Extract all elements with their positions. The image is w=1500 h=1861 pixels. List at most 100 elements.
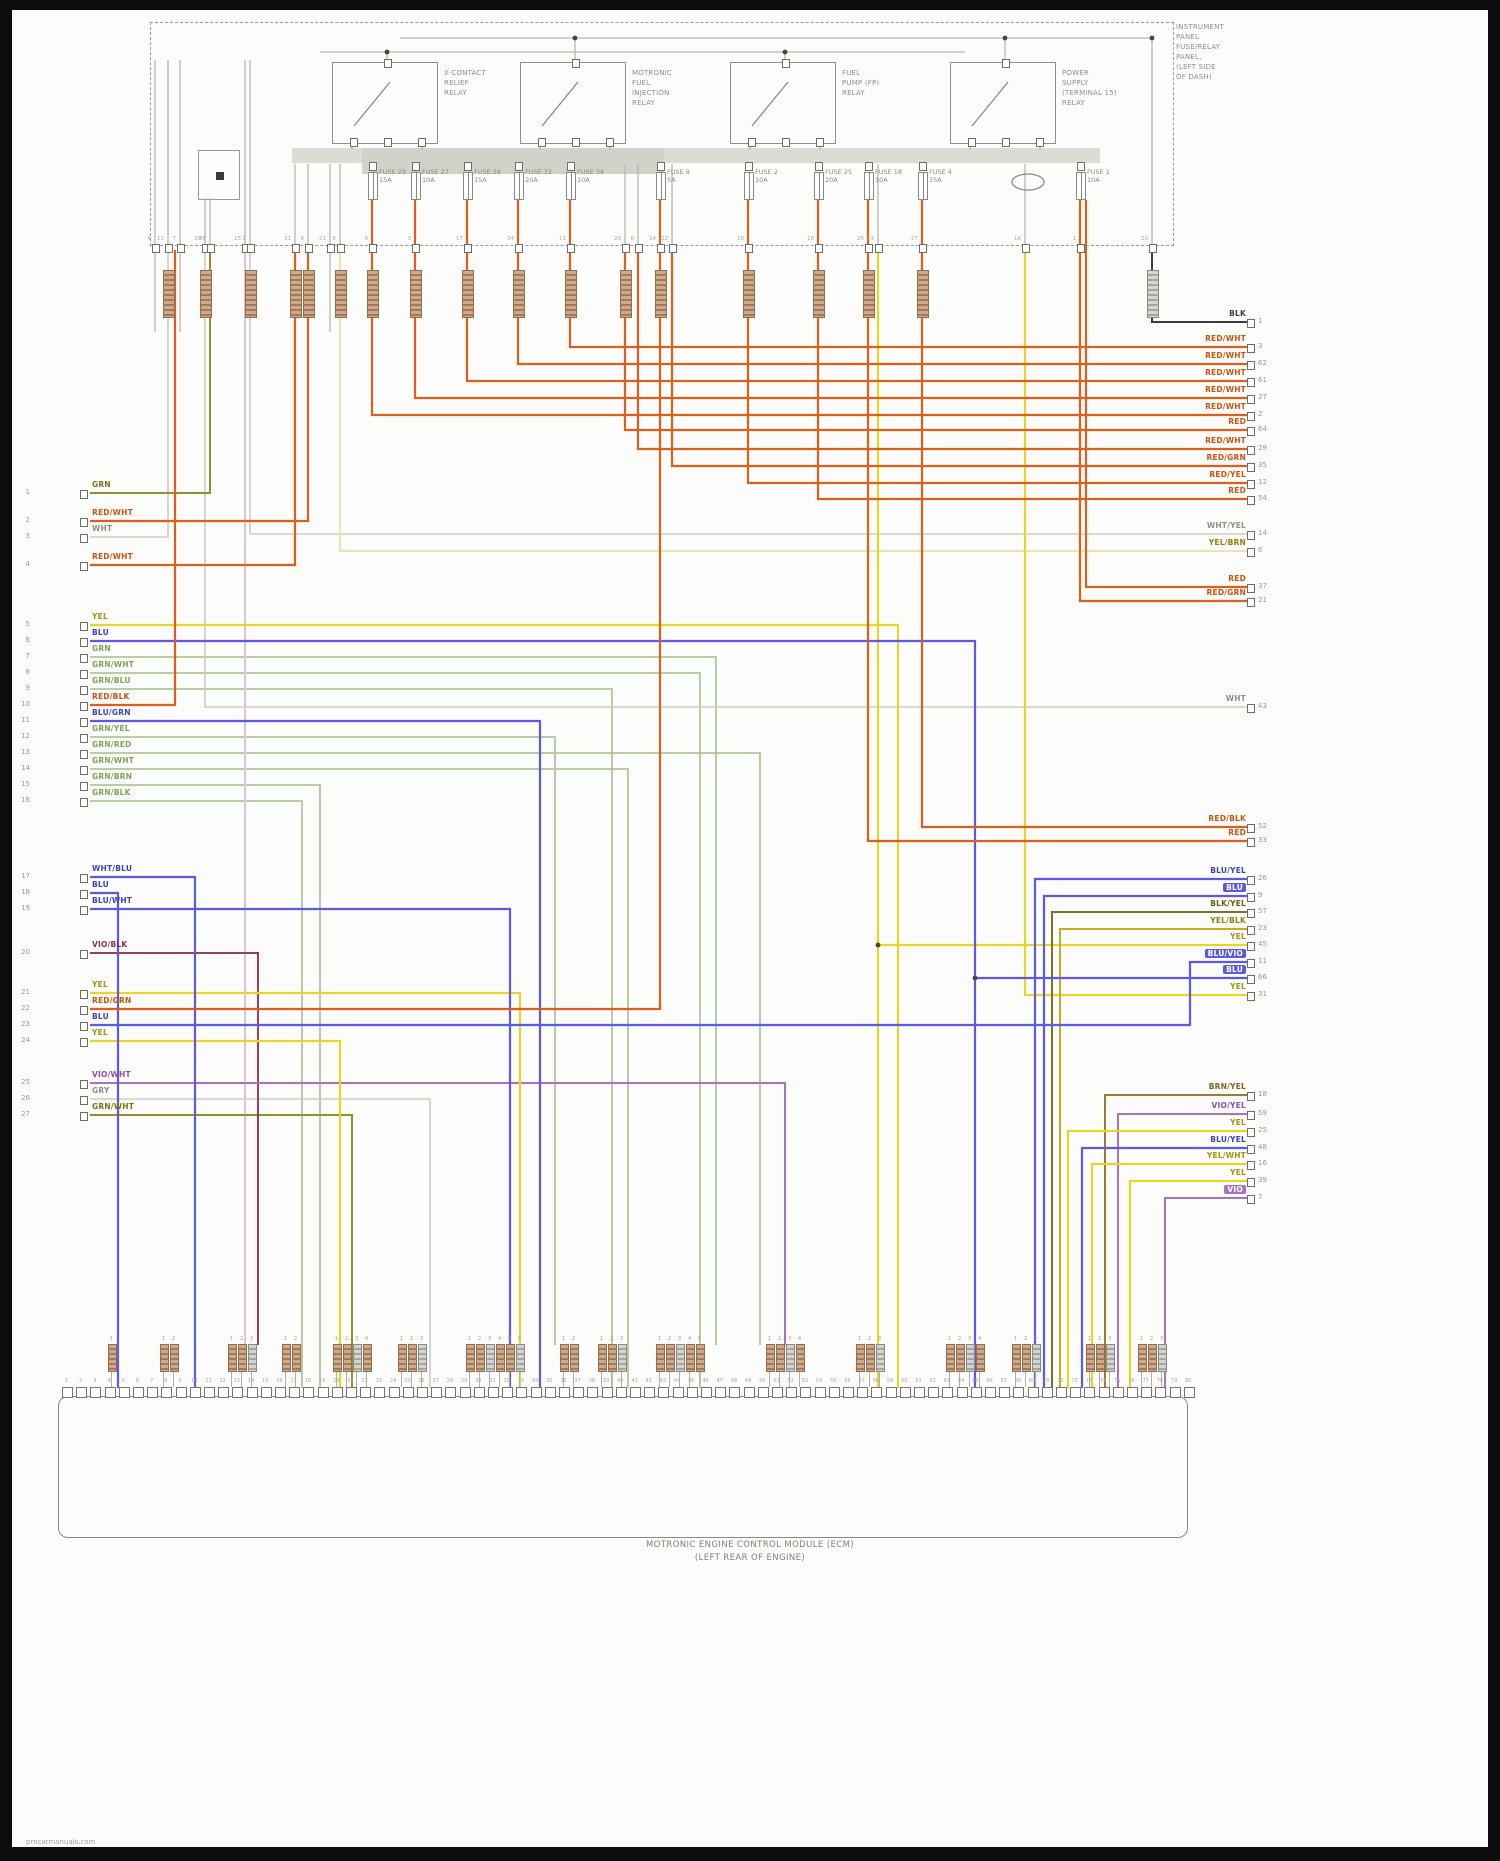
cluster-pin-number: 1 [857, 1336, 862, 1342]
right-pin [1247, 1092, 1255, 1101]
wire-paleyellow [339, 250, 1250, 552]
right-pin-label: YEL [1168, 932, 1246, 941]
bottom-cluster-pin [570, 1344, 579, 1372]
strip-pin [1141, 1387, 1153, 1398]
strip-pin-number: 35 [546, 1378, 553, 1384]
top-pin-number: 5 [332, 236, 337, 242]
left-pin-label: GRY [92, 1086, 110, 1095]
cluster-stub [479, 1370, 480, 1387]
wire-blue [90, 719, 542, 1388]
strip-pin-number: 30 [475, 1378, 482, 1384]
right-pin-label-text: RED [1228, 486, 1246, 495]
right-pin-label-text: YEL [1230, 982, 1246, 991]
strip-pin [189, 1387, 201, 1398]
bottom-cluster-pin [506, 1344, 515, 1372]
bottom-cluster-pin [608, 1344, 617, 1372]
strip-pin-number: 63 [943, 1378, 951, 1384]
cluster-pin-number: 1 [399, 1336, 404, 1342]
strip-pin [1098, 1387, 1110, 1398]
bottom-cluster-pin [476, 1344, 485, 1372]
right-pin-label-text: YEL [1230, 1118, 1246, 1127]
strip-pin-number: 25 [404, 1378, 411, 1384]
right-pin [1247, 704, 1255, 713]
fuse-label-6: FUSE 9 5A [667, 168, 690, 184]
strip-pin-number: 47 [716, 1378, 723, 1384]
strip-pin-number: 69 [1028, 1378, 1036, 1384]
wire-yellow [1090, 1162, 1250, 1388]
relay-box-3 [730, 62, 836, 144]
strip-pin-number: 1 [64, 1378, 69, 1384]
strip-pin-number: 14 [247, 1378, 255, 1384]
bottom-cluster-pin [238, 1344, 247, 1372]
bottom-cluster-pin [343, 1344, 352, 1372]
right-pin-label: VIO/YEL [1168, 1101, 1246, 1110]
right-pin-number: 2 [1258, 410, 1263, 418]
relay-label-line: PUMP (FP) [842, 79, 880, 87]
right-pin-label: BLK [1168, 309, 1246, 318]
left-pin [80, 1022, 88, 1031]
right-pin-label: YEL [1168, 1168, 1246, 1177]
bottom-cluster-pin [282, 1344, 291, 1372]
right-pin [1247, 992, 1255, 1001]
left-pin [80, 874, 88, 883]
strip-pin [757, 1387, 769, 1398]
top-pin-number: 14 [649, 236, 656, 242]
relay-label-line: RELAY [842, 89, 865, 97]
strip-pin [1041, 1387, 1053, 1398]
strip-pin [1013, 1387, 1025, 1398]
right-pin-label-text: WHT/YEL [1206, 521, 1246, 530]
cluster-stub [789, 1370, 790, 1387]
strip-pin-number: 15 [262, 1378, 269, 1384]
top-pin-number: 22 [661, 236, 668, 242]
top-pin [165, 244, 173, 253]
wire-violet [1164, 1197, 1250, 1388]
strip-pin [459, 1387, 471, 1398]
strip-pin [573, 1387, 585, 1398]
wire-maroon [90, 952, 259, 1345]
strip-pin [488, 1387, 499, 1398]
strip-pin-number: 68 [1014, 1378, 1022, 1384]
wire-orange [1078, 200, 1250, 603]
strip-pin [76, 1387, 88, 1398]
left-pin-label: WHT/BLU [92, 864, 133, 873]
fuse-body-10 [918, 172, 928, 200]
fuse-name: FUSE 4 [929, 168, 952, 176]
relay-pin [816, 138, 824, 147]
bottom-cluster-pin [656, 1344, 665, 1372]
cluster-stub [699, 1370, 700, 1387]
top-pin-number: 15 [234, 236, 241, 242]
cluster-pin-number: 1 [283, 1336, 288, 1342]
left-pin-number: 10 [21, 700, 30, 708]
panel-note-line: FUSE/RELAY [1176, 43, 1221, 51]
top-pin [622, 244, 630, 253]
right-pin-number: 11 [1258, 957, 1267, 965]
strip-pin [1169, 1387, 1181, 1398]
left-pin-number: 23 [21, 1020, 30, 1028]
left-pin-label: GRN [92, 644, 111, 653]
right-pin-label-text: BRN/YEL [1208, 1082, 1246, 1091]
strip-pin [743, 1387, 755, 1398]
left-pin [80, 702, 88, 711]
left-pin-label: YEL [92, 1028, 108, 1037]
strip-pin [346, 1387, 357, 1398]
right-pin-number: 9 [1258, 891, 1263, 899]
strip-pin [1127, 1387, 1138, 1398]
cluster-stub [1025, 1370, 1026, 1387]
right-pin-label: RED/GRN [1168, 588, 1246, 597]
right-pin-label-text: RED/YEL [1209, 470, 1246, 479]
panel-note: INSTRUMENT PANEL FUSE/RELAY PANEL, (LEFT SID… [1176, 22, 1224, 82]
strip-pin [374, 1387, 386, 1398]
fuse-label-1: FUSE 29 15A [379, 168, 406, 184]
strip-pin-number: 33 [517, 1378, 525, 1384]
left-pin [80, 890, 88, 899]
wire-green [90, 688, 613, 1388]
cluster-stub [241, 1370, 242, 1387]
cluster-stub [295, 1370, 296, 1387]
bottom-cluster-pin [956, 1344, 965, 1372]
relay-pin [606, 138, 614, 147]
cluster-stub [1099, 1370, 1100, 1387]
cluster-pin-number: 3 [787, 1336, 792, 1342]
fuse-rating: 10A [875, 176, 888, 184]
top-pin [1149, 244, 1157, 253]
left-pin-label: YEL [92, 612, 108, 621]
